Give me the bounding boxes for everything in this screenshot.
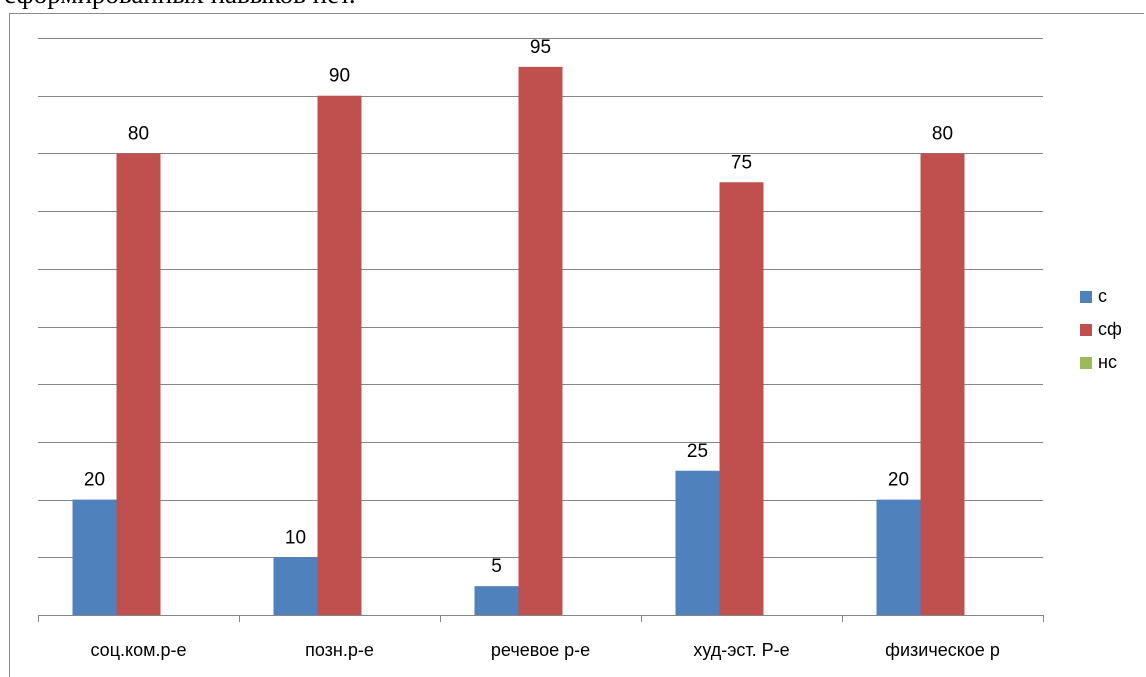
bar xyxy=(317,95,362,615)
legend-label-ns: нс xyxy=(1098,352,1117,372)
data-label: 25 xyxy=(687,441,708,462)
bar xyxy=(273,557,318,615)
data-label: 80 xyxy=(128,123,149,144)
legend-item-sf: сф xyxy=(1080,318,1122,341)
legend-swatch-ns xyxy=(1080,356,1092,369)
legend-label-sf: сф xyxy=(1098,319,1122,339)
legend-label-s: с xyxy=(1098,286,1107,306)
data-label: 10 xyxy=(285,527,306,548)
legend-swatch-s xyxy=(1080,290,1092,303)
data-label: 80 xyxy=(932,123,953,144)
cut-off-heading-text: сформированных навыков нет. xyxy=(4,0,356,10)
data-label: 5 xyxy=(491,556,502,577)
bar xyxy=(920,153,965,615)
x-tick-label: позн.р-е xyxy=(305,640,374,660)
data-label: 75 xyxy=(731,152,752,173)
x-tick-label: худ-эст. Р-е xyxy=(693,640,789,660)
data-label: 20 xyxy=(84,470,105,491)
bar xyxy=(518,66,563,616)
x-tick-label: соц.ком.р-е xyxy=(90,640,186,660)
legend-item-s: с xyxy=(1080,285,1122,308)
data-label: 90 xyxy=(329,66,350,87)
chart-legend: с сф нс xyxy=(1080,285,1122,384)
bar xyxy=(116,153,161,615)
bar xyxy=(72,499,117,615)
bar xyxy=(719,182,764,615)
x-tick-label: речевое р-е xyxy=(491,640,590,660)
x-tick-label: физическое р xyxy=(885,640,1000,660)
legend-item-ns: нс xyxy=(1080,351,1122,374)
data-label: 20 xyxy=(888,470,909,491)
bar xyxy=(474,586,519,615)
chart-frame xyxy=(9,13,1144,677)
legend-swatch-sf xyxy=(1080,323,1092,336)
data-label: 95 xyxy=(530,37,551,58)
bar xyxy=(675,470,720,615)
bar xyxy=(876,499,921,615)
